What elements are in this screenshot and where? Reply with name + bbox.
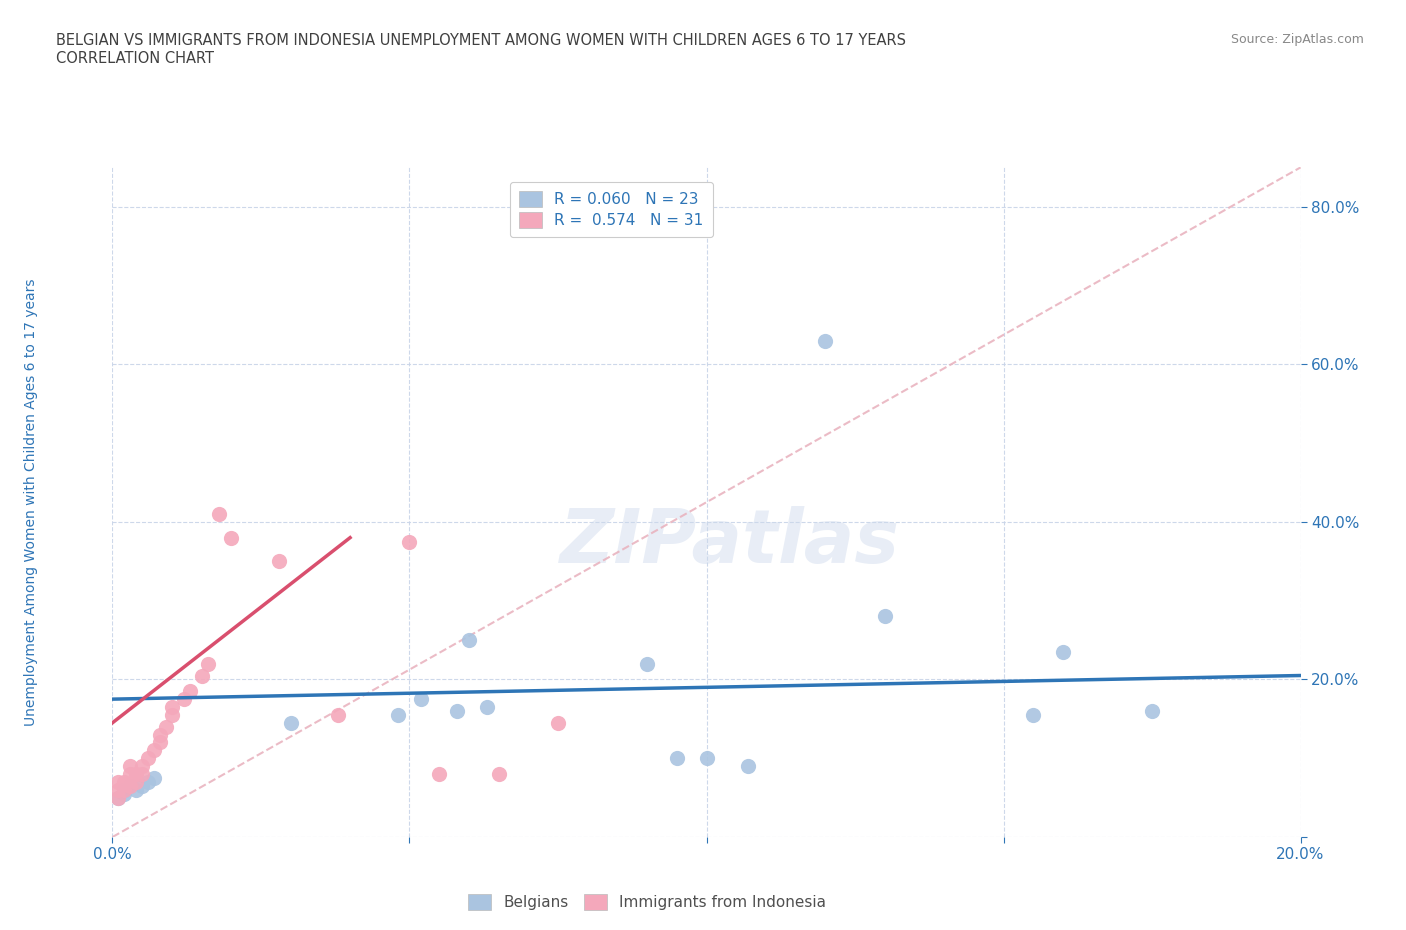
Point [112,775,135,790]
Point [155,719,177,734]
Text: Unemployment Among Women with Children Ages 6 to 17 years: Unemployment Among Women with Children A… [24,278,38,726]
Point [219,530,242,545]
Point [814,333,837,348]
Point [173,692,195,707]
Point [120,778,142,793]
Point [131,759,153,774]
Text: ZIPatlas: ZIPatlas [560,506,900,578]
Point [112,786,135,801]
Point [446,703,468,718]
Point [197,657,219,671]
Point [737,759,759,774]
Point [457,632,479,647]
Text: Source: ZipAtlas.com: Source: ZipAtlas.com [1230,33,1364,46]
Text: CORRELATION CHART: CORRELATION CHART [56,51,214,66]
Point [136,751,159,765]
Point [636,657,658,671]
Point [107,782,129,797]
Point [107,790,129,805]
Point [696,751,718,765]
Point [107,790,129,805]
Point [160,708,183,723]
Point [143,743,166,758]
Point [120,766,142,781]
Point [107,775,129,790]
Point [665,751,688,765]
Point [125,775,148,790]
Point [149,735,172,750]
Point [411,692,433,707]
Point [149,727,172,742]
Point [120,759,142,774]
Point [160,699,183,714]
Point [179,684,201,698]
Point [125,782,148,797]
Point [328,708,350,723]
Point [1140,703,1163,718]
Point [427,766,450,781]
Point [131,778,153,793]
Point [143,770,166,785]
Point [267,554,290,569]
Legend: Belgians, Immigrants from Indonesia: Belgians, Immigrants from Indonesia [463,888,832,916]
Point [1052,644,1074,659]
Point [125,766,148,781]
Point [112,782,135,797]
Point [112,782,135,797]
Point [190,668,212,683]
Point [131,766,153,781]
Point [120,778,142,793]
Point [208,507,231,522]
Point [1022,708,1045,723]
Point [387,708,409,723]
Point [136,775,159,790]
Point [280,715,302,730]
Point [488,766,510,781]
Text: BELGIAN VS IMMIGRANTS FROM INDONESIA UNEMPLOYMENT AMONG WOMEN WITH CHILDREN AGES: BELGIAN VS IMMIGRANTS FROM INDONESIA UNE… [56,33,907,47]
Point [873,609,896,624]
Point [547,715,569,730]
Point [475,699,498,714]
Point [398,534,420,549]
